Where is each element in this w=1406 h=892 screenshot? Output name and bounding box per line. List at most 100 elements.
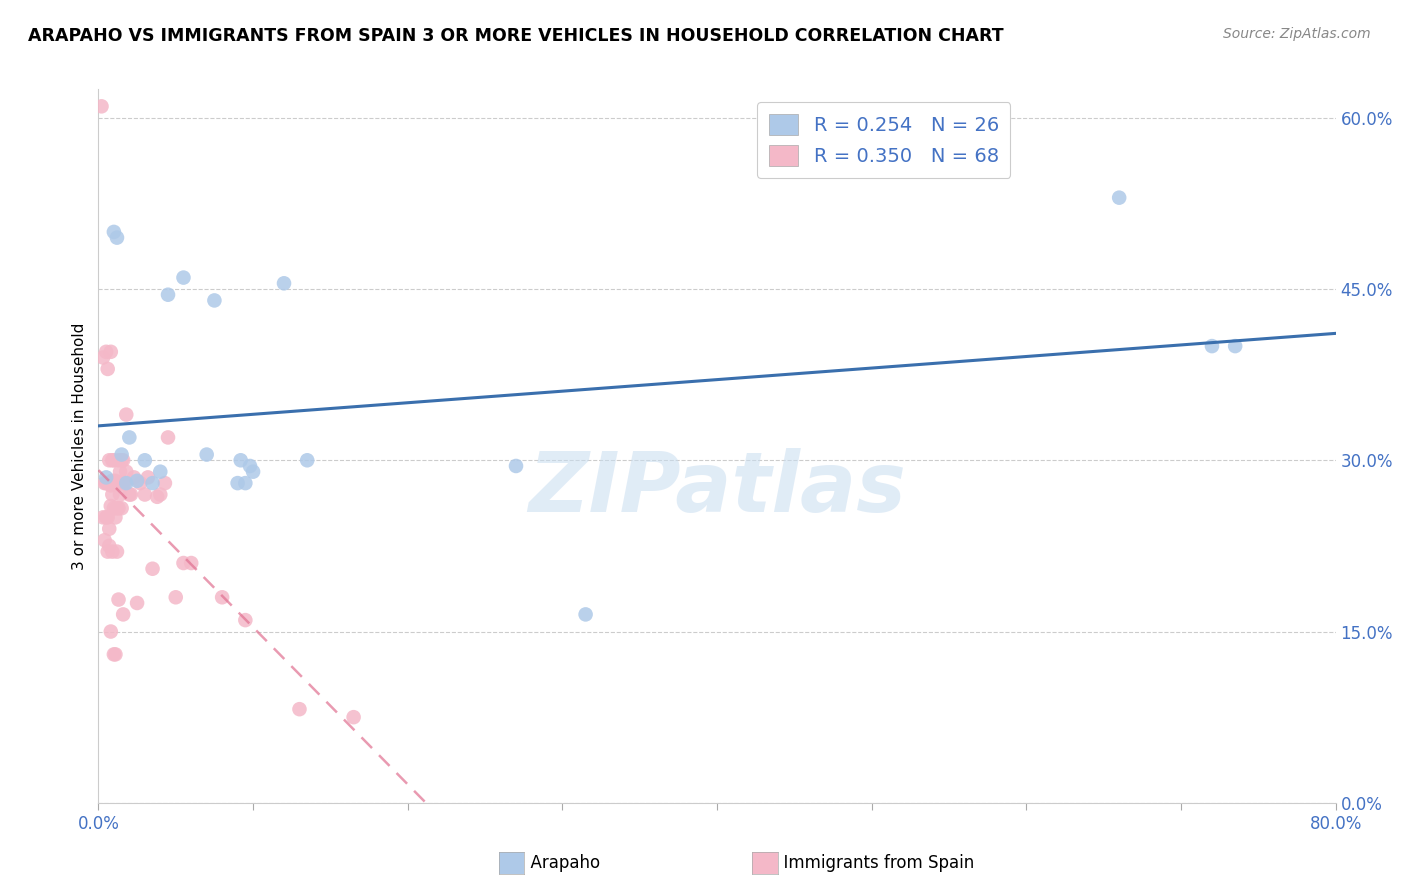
Point bbox=[103, 476, 125, 491]
Point bbox=[115, 408, 138, 422]
Point bbox=[343, 710, 366, 724]
Point bbox=[107, 592, 129, 607]
Point bbox=[114, 476, 136, 491]
Point bbox=[96, 476, 118, 491]
Point bbox=[104, 510, 127, 524]
Point bbox=[105, 544, 128, 558]
Point bbox=[98, 522, 121, 536]
Point bbox=[96, 344, 118, 359]
Point bbox=[104, 648, 127, 662]
Point bbox=[90, 99, 112, 113]
Point bbox=[1223, 339, 1247, 353]
Point bbox=[146, 490, 169, 504]
Point bbox=[101, 474, 124, 488]
Text: ARAPAHO VS IMMIGRANTS FROM SPAIN 3 OR MORE VEHICLES IN HOUSEHOLD CORRELATION CHA: ARAPAHO VS IMMIGRANTS FROM SPAIN 3 OR MO… bbox=[28, 27, 1004, 45]
Point bbox=[100, 344, 122, 359]
Point bbox=[103, 501, 125, 516]
Point bbox=[98, 453, 121, 467]
Point bbox=[297, 453, 319, 467]
Point bbox=[103, 225, 125, 239]
Point bbox=[97, 544, 120, 558]
Point bbox=[195, 448, 218, 462]
Text: Source: ZipAtlas.com: Source: ZipAtlas.com bbox=[1223, 27, 1371, 41]
Point bbox=[239, 458, 262, 473]
Point bbox=[180, 556, 202, 570]
Point bbox=[115, 465, 138, 479]
Point bbox=[97, 510, 120, 524]
Point bbox=[157, 287, 180, 301]
Point bbox=[1201, 339, 1223, 353]
Point bbox=[118, 487, 141, 501]
Point bbox=[127, 596, 149, 610]
Point bbox=[115, 476, 138, 491]
Point bbox=[149, 465, 172, 479]
Point bbox=[505, 458, 527, 473]
Point bbox=[93, 476, 115, 491]
Point bbox=[122, 470, 145, 484]
Point bbox=[142, 562, 165, 576]
Point bbox=[101, 544, 124, 558]
Point bbox=[111, 501, 134, 516]
Point bbox=[105, 230, 128, 244]
Point bbox=[104, 474, 127, 488]
Point bbox=[100, 499, 122, 513]
Point bbox=[127, 474, 149, 488]
Point bbox=[103, 648, 125, 662]
Point bbox=[105, 476, 128, 491]
Point bbox=[173, 556, 195, 570]
Point bbox=[112, 476, 135, 491]
Point bbox=[105, 501, 128, 516]
Point bbox=[93, 533, 115, 548]
Point bbox=[111, 453, 134, 467]
Point bbox=[111, 476, 134, 491]
Text: Immigrants from Spain: Immigrants from Spain bbox=[773, 855, 974, 872]
Point bbox=[91, 351, 114, 365]
Point bbox=[211, 591, 233, 605]
Point bbox=[97, 476, 120, 491]
Point bbox=[173, 270, 195, 285]
Point bbox=[235, 613, 257, 627]
Point bbox=[108, 476, 131, 491]
Point bbox=[129, 476, 152, 491]
Point bbox=[100, 478, 122, 492]
Point bbox=[103, 453, 125, 467]
Point bbox=[134, 487, 156, 501]
Point bbox=[149, 487, 172, 501]
Point bbox=[235, 476, 257, 491]
Y-axis label: 3 or more Vehicles in Household: 3 or more Vehicles in Household bbox=[72, 322, 87, 570]
Point bbox=[98, 476, 121, 491]
Point bbox=[273, 277, 295, 291]
Text: ZIPatlas: ZIPatlas bbox=[529, 449, 905, 529]
Point bbox=[91, 510, 114, 524]
Point bbox=[96, 470, 118, 484]
Point bbox=[153, 476, 176, 491]
Point bbox=[107, 453, 129, 467]
Legend: R = 0.254   N = 26, R = 0.350   N = 68: R = 0.254 N = 26, R = 0.350 N = 68 bbox=[758, 103, 1011, 178]
Point bbox=[118, 430, 141, 444]
Point bbox=[575, 607, 598, 622]
Point bbox=[97, 362, 120, 376]
Point bbox=[229, 453, 252, 467]
Point bbox=[108, 487, 131, 501]
Point bbox=[107, 501, 129, 516]
Point bbox=[226, 476, 249, 491]
Point bbox=[1108, 191, 1130, 205]
Point bbox=[112, 607, 135, 622]
Point bbox=[100, 624, 122, 639]
Point bbox=[96, 510, 118, 524]
Point bbox=[157, 430, 180, 444]
Point bbox=[134, 453, 156, 467]
Point bbox=[242, 465, 264, 479]
Point bbox=[98, 539, 121, 553]
Point bbox=[108, 465, 131, 479]
Point bbox=[142, 476, 165, 491]
Point bbox=[136, 470, 159, 484]
Point bbox=[120, 487, 142, 501]
Point bbox=[165, 591, 187, 605]
Point bbox=[204, 293, 226, 308]
Point bbox=[112, 453, 135, 467]
Point bbox=[101, 453, 124, 467]
Point bbox=[111, 448, 134, 462]
Point bbox=[288, 702, 311, 716]
Text: Arapaho: Arapaho bbox=[520, 855, 600, 872]
